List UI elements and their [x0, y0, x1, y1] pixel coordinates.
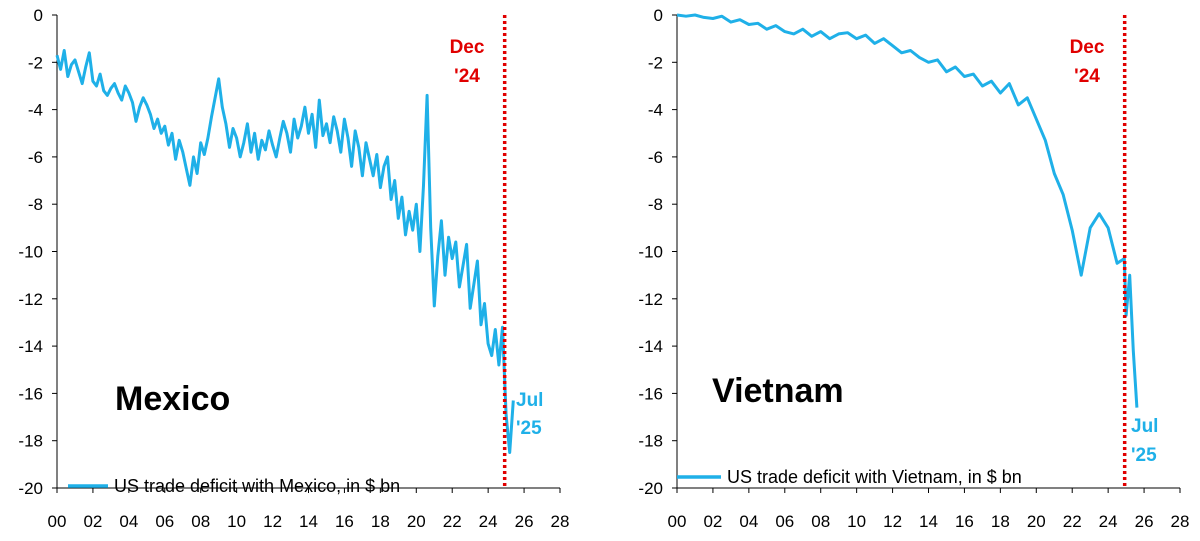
x-tick-label: 02	[703, 512, 722, 531]
y-tick-label: -14	[18, 337, 43, 356]
x-tick-label: 08	[191, 512, 210, 531]
y-tick-label: -2	[648, 53, 663, 72]
x-tick-label: 22	[443, 512, 462, 531]
x-tick-label: 14	[919, 512, 938, 531]
y-tick-label: -14	[638, 337, 663, 356]
x-tick-label: 18	[371, 512, 390, 531]
end-label-year: '25	[1131, 445, 1157, 466]
series-line	[55, 49, 515, 454]
legend-label: US trade deficit with Vietnam, in $ bn	[727, 467, 1022, 487]
y-tick-label: -16	[18, 384, 43, 403]
vietnam-chart-panel: 0 -2 -4 -6 -8 -10 -12 -14 -16 -18 -20 00 02 04 06 08 10 1…	[638, 6, 1189, 531]
x-tick-label: 16	[335, 512, 354, 531]
y-tick-label: -16	[638, 384, 663, 403]
y-tick-label: -10	[18, 243, 43, 262]
marker-label-year: '24	[454, 66, 480, 87]
y-tick-label: 0	[654, 6, 663, 25]
y-tick-label: -18	[638, 432, 663, 451]
marker-label-month: Dec	[1070, 37, 1105, 58]
series-line	[676, 13, 1139, 408]
x-tick-label: 06	[155, 512, 174, 531]
y-tick-label: -10	[638, 243, 663, 262]
x-tick-label: 28	[551, 512, 570, 531]
x-tick-label: 20	[407, 512, 426, 531]
x-tick-label: 28	[1171, 512, 1190, 531]
y-tick-label: -8	[648, 195, 663, 214]
y-tick-label: -6	[648, 148, 663, 167]
x-tick-label: 06	[775, 512, 794, 531]
x-tick-label: 04	[739, 512, 758, 531]
y-tick-label: -20	[638, 479, 663, 498]
y-tick-label: -12	[18, 290, 43, 309]
x-tick-label: 02	[83, 512, 102, 531]
panel-country-label: Vietnam	[712, 372, 844, 410]
y-tick-label: -4	[28, 101, 43, 120]
x-tick-label: 04	[119, 512, 138, 531]
x-tick-label: 18	[991, 512, 1010, 531]
x-tick-label: 12	[263, 512, 282, 531]
x-tick-label: 16	[955, 512, 974, 531]
y-tick-label: -6	[28, 148, 43, 167]
y-tick-label: -4	[648, 101, 663, 120]
mexico-chart-panel: 0 -2 -4 -6 -8 -10 -12 -14 -16 -18 -20 00 02 04 06 08 10 1…	[18, 6, 569, 531]
y-tick-label: 0	[34, 6, 43, 25]
panel-country-label: Mexico	[115, 380, 230, 418]
end-label-month: Jul	[1131, 416, 1158, 437]
marker-label-year: '24	[1074, 66, 1100, 87]
x-tick-label: 10	[227, 512, 246, 531]
end-label-year: '25	[516, 418, 542, 439]
x-tick-label: 24	[1099, 512, 1118, 531]
x-tick-label: 08	[811, 512, 830, 531]
x-tick-label: 26	[515, 512, 534, 531]
x-tick-label: 12	[883, 512, 902, 531]
y-tick-label: -12	[638, 290, 663, 309]
end-label-month: Jul	[516, 390, 543, 411]
x-tick-label: 22	[1063, 512, 1082, 531]
x-tick-label: 14	[299, 512, 318, 531]
y-tick-label: -20	[18, 479, 43, 498]
marker-label-month: Dec	[450, 37, 485, 58]
y-tick-label: -8	[28, 195, 43, 214]
x-tick-label: 24	[479, 512, 498, 531]
x-tick-label: 00	[668, 512, 687, 531]
x-tick-label: 20	[1027, 512, 1046, 531]
x-tick-label: 10	[847, 512, 866, 531]
y-tick-label: -2	[28, 53, 43, 72]
x-tick-label: 00	[48, 512, 67, 531]
x-tick-label: 26	[1135, 512, 1154, 531]
legend-label: US trade deficit with Mexico, in $ bn	[114, 476, 400, 496]
y-tick-label: -18	[18, 432, 43, 451]
